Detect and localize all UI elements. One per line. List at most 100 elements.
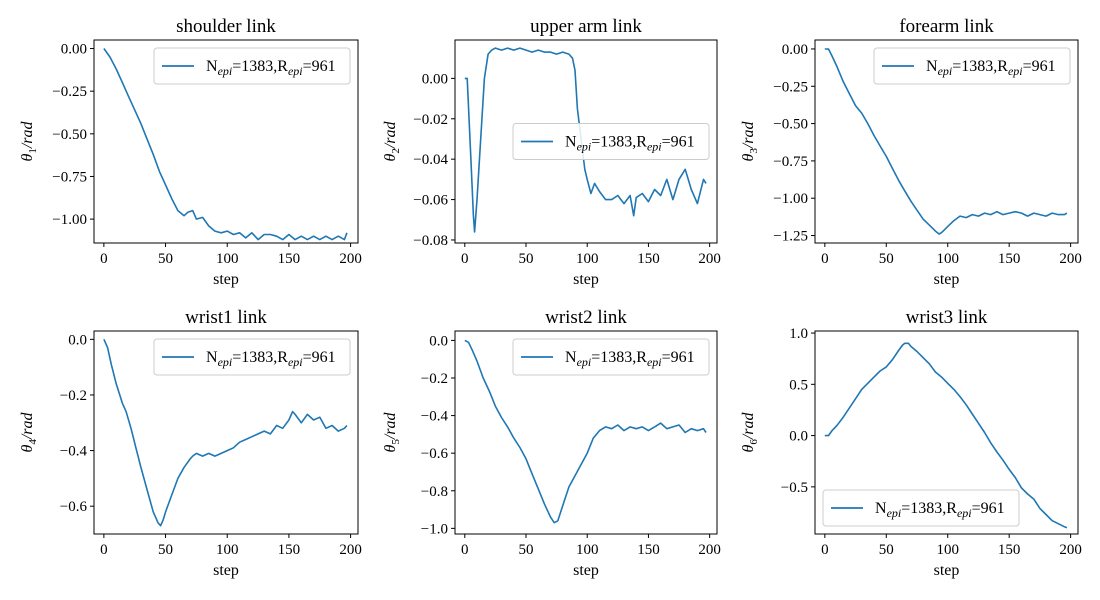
y-tick-label: 1.0 bbox=[789, 326, 808, 342]
y-axis-label-subscript: 6 bbox=[748, 439, 760, 445]
x-axis-label: step bbox=[573, 562, 599, 579]
y-axis-label-symbol: θ bbox=[740, 154, 757, 162]
legend-box bbox=[512, 338, 710, 376]
legend-label-part: N bbox=[565, 134, 577, 151]
legend-label: Nepi=1383,Repi=961 bbox=[565, 134, 695, 154]
y-tick-label: −0.4 bbox=[60, 444, 88, 460]
subplot-2: upper arm link 0 50 100 150 200 0.00 −0.02 −0.04… bbox=[382, 16, 721, 288]
legend-label-subscript: epi bbox=[938, 64, 953, 78]
y-axis-label-subscript: 1 bbox=[27, 148, 39, 154]
legend: Nepi=1383,Repi=961 bbox=[153, 47, 351, 85]
y-axis-label-symbol: θ bbox=[382, 154, 399, 162]
legend-label-part: =961 bbox=[972, 500, 1005, 517]
y-axis-label-subscript: 2 bbox=[390, 148, 402, 154]
legend: Nepi=1383,Repi=961 bbox=[873, 47, 1071, 85]
y-axis-label: θ1/rad bbox=[19, 120, 39, 161]
y-tick-label: −0.75 bbox=[52, 169, 87, 185]
x-axis-label: step bbox=[934, 562, 960, 579]
subplot-3: forearm link 0 50 100 150 200 0.00 −0.25 −0.50 −0… bbox=[740, 16, 1082, 288]
y-tick-label: −0.04 bbox=[413, 152, 448, 168]
series-line bbox=[824, 342, 1068, 529]
legend-label-subscript: epi bbox=[887, 506, 902, 520]
legend-label-part: =961 bbox=[662, 349, 695, 366]
x-tick-label: 50 bbox=[879, 542, 894, 558]
y-axis-label-subscript: 5 bbox=[390, 439, 402, 445]
x-tick-label: 50 bbox=[158, 542, 173, 558]
y-tick-label: −0.50 bbox=[52, 127, 87, 143]
legend-label: Nepi=1383,Repi=961 bbox=[206, 349, 336, 369]
y-tick-label: −0.02 bbox=[413, 112, 448, 128]
subplot-1: shoulder link 0 50 100 150 200 0.00 −0.25 −0.50 −… bbox=[19, 16, 362, 288]
legend: Nepi=1383,Repi=961 bbox=[153, 338, 351, 376]
y-tick-label: −1.0 bbox=[421, 521, 448, 537]
x-tick-label: 50 bbox=[519, 251, 534, 267]
y-tick-label: −0.2 bbox=[60, 388, 87, 404]
y-axis-label: θ3/rad bbox=[740, 120, 760, 161]
x-tick-label: 200 bbox=[339, 542, 362, 558]
legend-box bbox=[512, 123, 710, 160]
subplot-title: wrist2 link bbox=[545, 307, 627, 328]
axes-frame bbox=[814, 39, 1079, 244]
legend-label-part: =1383,R bbox=[901, 500, 957, 517]
y-axis-label-unit: /rad bbox=[382, 411, 399, 440]
axes-frame bbox=[93, 39, 359, 244]
legend-label-part: =1383,R bbox=[952, 58, 1008, 75]
x-tick-label: 150 bbox=[637, 542, 660, 558]
x-tick-label: 150 bbox=[278, 251, 301, 267]
legend-label-subscript: epi bbox=[1008, 64, 1023, 78]
legend-label: Nepi=1383,Repi=961 bbox=[565, 349, 695, 369]
x-tick-label: 200 bbox=[1059, 542, 1082, 558]
legend-label: Nepi=1383,Repi=961 bbox=[875, 500, 1005, 520]
y-axis-label-symbol: θ bbox=[382, 445, 399, 453]
x-axis-label: step bbox=[213, 562, 239, 579]
x-tick-label: 150 bbox=[998, 542, 1021, 558]
subplot-title: upper arm link bbox=[530, 16, 642, 37]
y-tick-label: −1.00 bbox=[773, 191, 808, 207]
x-tick-label: 150 bbox=[637, 251, 660, 267]
legend-label-part: N bbox=[565, 349, 577, 366]
x-tick-label: 150 bbox=[998, 251, 1021, 267]
legend-label: Nepi=1383,Repi=961 bbox=[926, 58, 1056, 78]
y-axis-label: θ5/rad bbox=[382, 411, 402, 452]
legend-box bbox=[153, 338, 351, 376]
y-tick-label: −0.2 bbox=[421, 371, 448, 387]
legend-label-subscript: epi bbox=[218, 64, 233, 78]
subplot-title: wrist1 link bbox=[185, 307, 267, 328]
y-tick-label: 0.0 bbox=[789, 429, 808, 445]
legend-label-part: =1383,R bbox=[591, 134, 647, 151]
y-axis-label-unit: /rad bbox=[740, 120, 757, 149]
legend-label-part: =961 bbox=[1023, 58, 1056, 75]
subplot-title: wrist3 link bbox=[906, 307, 988, 328]
axes-frame bbox=[814, 330, 1079, 535]
x-tick-label: 0 bbox=[100, 251, 108, 267]
legend-label-part: =1383,R bbox=[591, 349, 647, 366]
axes-frame bbox=[93, 330, 359, 535]
x-tick-label: 50 bbox=[158, 251, 173, 267]
x-tick-label: 200 bbox=[339, 251, 362, 267]
y-tick-label: −0.6 bbox=[60, 499, 88, 515]
x-axis-label: step bbox=[213, 271, 239, 288]
x-tick-label: 100 bbox=[576, 251, 599, 267]
y-tick-label: 0.5 bbox=[789, 377, 808, 393]
legend-label-part: N bbox=[206, 58, 218, 75]
y-axis-label: θ2/rad bbox=[382, 120, 402, 161]
axes-frame bbox=[454, 330, 718, 535]
y-axis-label-unit: /rad bbox=[19, 120, 36, 149]
legend-label-subscript: epi bbox=[577, 355, 592, 369]
legend: Nepi=1383,Repi=961 bbox=[512, 123, 710, 160]
x-tick-label: 0 bbox=[461, 251, 469, 267]
x-tick-label: 0 bbox=[821, 251, 829, 267]
y-tick-label: 0.00 bbox=[61, 42, 87, 58]
y-axis-label-subscript: 4 bbox=[27, 439, 39, 445]
legend-label-subscript: epi bbox=[577, 140, 592, 154]
x-tick-label: 100 bbox=[216, 542, 239, 558]
legend-label-part: N bbox=[875, 500, 887, 517]
x-tick-label: 0 bbox=[461, 542, 469, 558]
legend-box bbox=[873, 47, 1071, 85]
legend-label-subscript: epi bbox=[647, 355, 662, 369]
y-tick-label: 0.0 bbox=[429, 333, 448, 349]
legend-label-part: =961 bbox=[303, 349, 336, 366]
subplot-4: wrist1 link 0 50 100 150 200 0.0 −0.2 −0.4 −0.6 st… bbox=[19, 307, 362, 579]
legend-label-part: N bbox=[926, 58, 938, 75]
